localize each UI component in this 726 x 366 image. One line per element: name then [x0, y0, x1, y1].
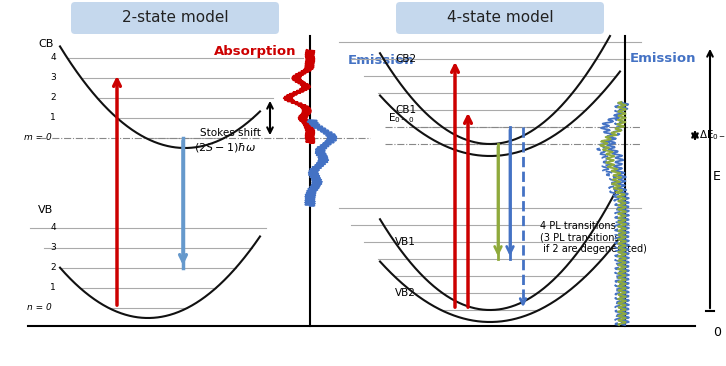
Text: n = 0: n = 0: [28, 303, 52, 313]
Text: 4-state model: 4-state model: [446, 11, 553, 26]
Text: Absorption: Absorption: [213, 45, 296, 57]
Text: E$_{0-0}$: E$_{0-0}$: [388, 111, 415, 125]
Text: Emission: Emission: [348, 55, 415, 67]
Text: 3: 3: [50, 74, 56, 82]
Text: Stokes shift: Stokes shift: [200, 128, 261, 138]
Text: $\Delta$E$_{0-0}$: $\Delta$E$_{0-0}$: [699, 128, 726, 142]
Text: 0: 0: [713, 326, 721, 340]
Text: VB2: VB2: [395, 288, 416, 298]
Text: CB1: CB1: [395, 105, 416, 115]
Text: 4 PL transitions
(3 PL transitions,
 if 2 are degenerated): 4 PL transitions (3 PL transitions, if 2…: [540, 221, 647, 254]
Text: VB1: VB1: [395, 237, 416, 247]
Text: Emission: Emission: [630, 52, 696, 64]
Text: CB2: CB2: [395, 54, 416, 64]
Text: 1: 1: [50, 113, 56, 123]
Text: m = 0: m = 0: [24, 134, 52, 142]
Text: 2: 2: [50, 264, 56, 273]
Text: 4: 4: [50, 53, 56, 63]
Text: CB: CB: [38, 39, 54, 49]
Text: VB: VB: [38, 205, 53, 215]
FancyBboxPatch shape: [396, 2, 604, 34]
Text: 4: 4: [50, 224, 56, 232]
Text: 1: 1: [50, 284, 56, 292]
FancyBboxPatch shape: [71, 2, 279, 34]
Text: $(2S-1)\hbar\omega$: $(2S-1)\hbar\omega$: [194, 142, 256, 154]
Text: 3: 3: [50, 243, 56, 253]
Text: E: E: [713, 169, 721, 183]
Text: 2: 2: [50, 93, 56, 102]
Text: 2-state model: 2-state model: [122, 11, 228, 26]
